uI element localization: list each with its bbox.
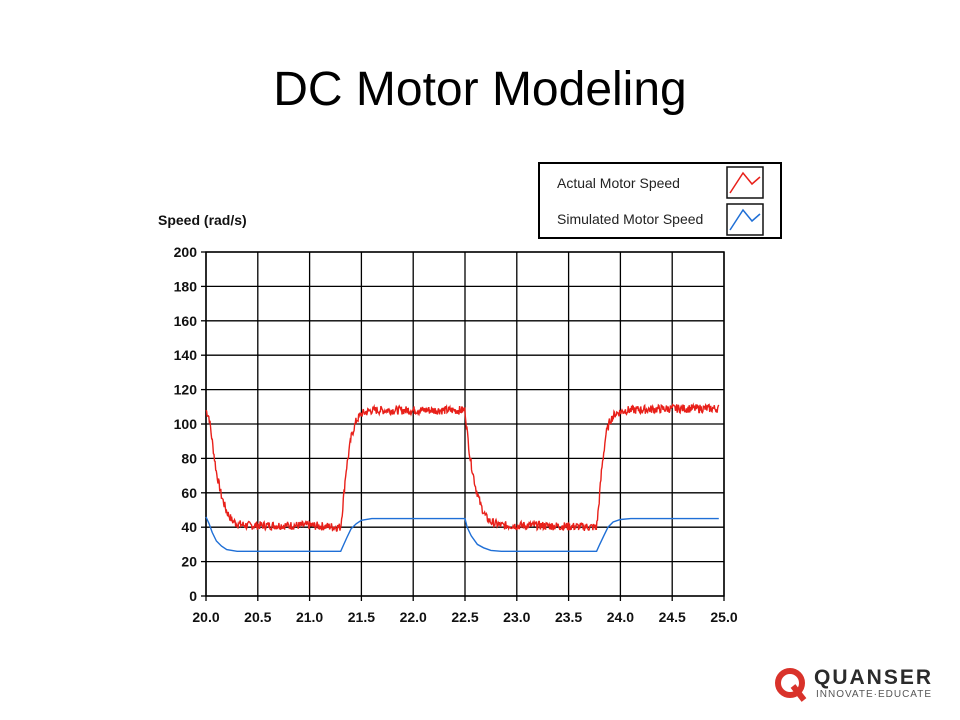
legend-line-actual (729, 171, 761, 194)
y-tick-label: 100 (174, 416, 198, 432)
q-logo-icon (775, 668, 807, 702)
y-tick-label: 180 (174, 278, 198, 294)
y-tick-label: 120 (174, 382, 198, 398)
legend-label-actual: Actual Motor Speed (557, 175, 680, 191)
quanser-logo: QUANSER INNOVATE·EDUCATE (774, 664, 944, 704)
logo-tagline: INNOVATE·EDUCATE (816, 689, 933, 700)
x-tick-label: 21.5 (348, 609, 375, 625)
slide-title: DC Motor Modeling (273, 63, 687, 116)
logo-name: QUANSER (814, 666, 934, 689)
legend-label-simulated: Simulated Motor Speed (557, 211, 703, 227)
y-tick-label: 160 (174, 313, 198, 329)
legend-swatch-actual (726, 166, 764, 199)
y-tick-label: 20 (181, 554, 197, 570)
y-axis-title: Speed (rad/s) (158, 212, 247, 228)
x-tick-label: 24.5 (659, 609, 686, 625)
x-tick-label: 23.5 (555, 609, 582, 625)
x-tick-label: 24.0 (607, 609, 634, 625)
x-tick-label: 22.0 (400, 609, 427, 625)
y-tick-label: 140 (174, 347, 198, 363)
y-tick-label: 0 (189, 588, 197, 604)
y-tick-label: 60 (181, 485, 197, 501)
series-line-actual-motor-speed (205, 402, 720, 532)
x-tick-label: 20.5 (244, 609, 271, 625)
x-tick-label: 21.0 (296, 609, 323, 625)
y-tick-label: 200 (174, 244, 198, 260)
x-tick-label: 22.5 (451, 609, 478, 625)
y-tick-label: 80 (181, 450, 197, 466)
plot-area: 20.0 20.5 21.0 21.5 22.0 22.5 23.0 23.5 24.0 24.5… (174, 244, 738, 625)
x-tick-label: 25.0 (710, 609, 737, 625)
series-line-simulated-motor-speed (205, 516, 719, 552)
x-tick-label: 23.0 (503, 609, 530, 625)
legend-line-simulated (729, 208, 761, 231)
y-tick-label: 40 (181, 519, 197, 535)
legend-swatch-simulated (726, 203, 764, 236)
x-tick-label: 20.0 (192, 609, 219, 625)
